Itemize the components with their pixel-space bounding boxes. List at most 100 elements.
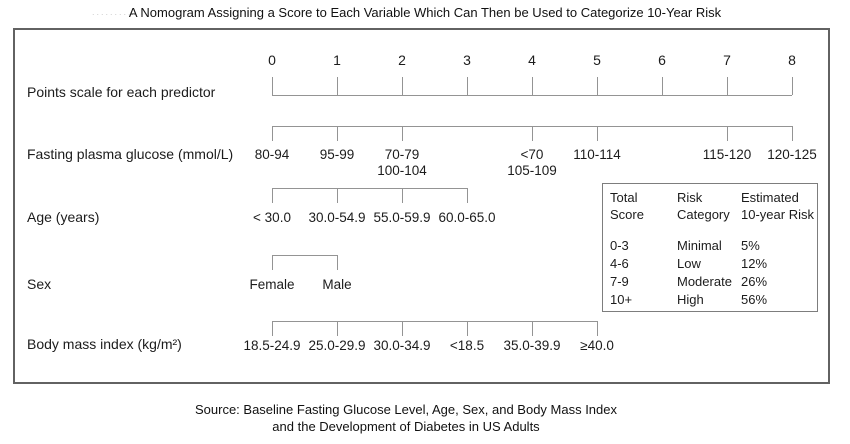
category-text: 35.0-39.9 — [503, 338, 561, 353]
category-text-2: 100-104 — [377, 163, 427, 178]
points-tick — [792, 77, 793, 95]
category-text: 60.0-65.0 — [438, 210, 496, 225]
predictor-bracket — [272, 255, 337, 256]
points-tick — [597, 77, 598, 95]
category-tick — [597, 126, 598, 141]
predictor-label: Sex — [27, 276, 52, 292]
risk-table-cell: 26% — [741, 274, 768, 289]
category-text: 120-125 — [767, 147, 817, 162]
category-label: 25.0-29.9 — [308, 338, 365, 354]
category-label: 115-120 — [703, 147, 752, 163]
category-tick — [272, 188, 273, 203]
risk-table-header-line: Total — [610, 190, 638, 205]
category-tick — [792, 126, 793, 141]
risk-table: Total Score Risk Category Estimated 10-year R… — [602, 183, 818, 312]
category-label: 55.0-59.9 — [373, 210, 430, 226]
risk-table-cell: 0-3 — [610, 238, 629, 253]
category-text: 25.0-29.9 — [308, 338, 366, 353]
category-label: Male — [322, 277, 351, 293]
predictor-bracket — [272, 188, 467, 189]
source-line-1: Source: Baseline Fasting Glucose Level, … — [194, 402, 618, 417]
category-label: 70-79 100-104 — [377, 147, 427, 179]
category-label: 18.5-24.9 — [243, 338, 300, 354]
category-tick — [727, 126, 728, 141]
points-tick — [532, 77, 533, 95]
category-tick — [337, 126, 338, 141]
category-tick — [337, 321, 338, 336]
category-label: 35.0-39.9 — [503, 338, 560, 354]
category-label: ≥40.0 — [580, 338, 614, 354]
category-text-2: 105-109 — [507, 163, 557, 178]
risk-table-cell: 10+ — [610, 292, 633, 307]
category-tick — [532, 321, 533, 336]
category-label: 110-114 — [573, 147, 621, 163]
category-text: 110-114 — [573, 147, 621, 162]
category-label: 80-94 — [255, 147, 290, 163]
figure-title: A Nomogram Assigning a Score to Each Var… — [128, 5, 722, 20]
predictor-bracket — [272, 321, 597, 322]
points-tick — [727, 77, 728, 95]
category-text: <70 — [520, 147, 544, 162]
category-label: <18.5 — [450, 338, 484, 354]
predictor-label: Body mass index (kg/m²) — [27, 336, 182, 352]
risk-table-cell: 7-9 — [610, 274, 629, 289]
risk-table-header-line: Category — [677, 207, 730, 222]
predictor-label: Age (years) — [27, 209, 100, 225]
category-label: 120-125 — [767, 147, 817, 163]
risk-table-cell: 5% — [741, 238, 760, 253]
risk-table-cell: 12% — [741, 256, 768, 271]
points-scale-axis — [272, 95, 792, 96]
risk-table-header-cell: Risk Category — [677, 189, 741, 223]
risk-table-cell: 4-6 — [610, 256, 629, 271]
category-text: ≥40.0 — [580, 338, 614, 353]
category-tick — [272, 126, 273, 141]
points-tick-label: 7 — [723, 52, 731, 68]
risk-table-header-line: Estimated — [741, 190, 799, 205]
category-label: 30.0-54.9 — [308, 210, 365, 226]
category-tick — [532, 126, 533, 141]
points-tick — [662, 77, 663, 95]
risk-table-cell: Low — [677, 256, 701, 271]
risk-table-cell: Minimal — [677, 238, 722, 253]
risk-table-spacer — [610, 223, 817, 237]
category-tick — [467, 321, 468, 336]
category-tick — [402, 321, 403, 336]
category-tick — [402, 188, 403, 203]
category-label: 30.0-34.9 — [373, 338, 430, 354]
points-tick-label: 3 — [463, 52, 471, 68]
category-text: <18.5 — [449, 338, 485, 353]
category-text: 30.0-34.9 — [373, 338, 431, 353]
points-tick — [402, 77, 403, 95]
source-citation: Source: Baseline Fasting Glucose Level, … — [0, 401, 812, 435]
source-line-2: and the Development of Diabetes in US Ad… — [272, 419, 540, 434]
category-label: Female — [249, 277, 294, 293]
category-text: Male — [322, 277, 352, 292]
category-text: < 30.0 — [253, 210, 291, 225]
category-label: <70 105-109 — [507, 147, 557, 179]
category-tick — [337, 188, 338, 203]
category-tick — [272, 321, 273, 336]
category-text: 115-120 — [702, 147, 752, 162]
faint-dots-artifact: .......... — [92, 7, 138, 17]
category-label: 95-99 — [320, 147, 355, 163]
points-tick-label: 2 — [398, 52, 406, 68]
points-tick-label: 4 — [528, 52, 536, 68]
category-text: 70-79 — [384, 147, 420, 162]
category-tick — [272, 255, 273, 270]
risk-table-header-cell: Total Score — [610, 189, 677, 223]
risk-table-cell: Moderate — [677, 274, 732, 289]
category-text: 95-99 — [319, 147, 355, 162]
points-tick-label: 8 — [788, 52, 796, 68]
risk-table-header-line: 10-year Risk — [741, 207, 814, 222]
points-tick — [337, 77, 338, 95]
category-label: 60.0-65.0 — [438, 210, 495, 226]
category-text: Female — [249, 277, 295, 292]
risk-table-header-line: Risk — [677, 190, 703, 205]
points-tick-label: 0 — [268, 52, 276, 68]
points-tick-label: 1 — [333, 52, 341, 68]
category-tick — [402, 126, 403, 141]
category-tick — [597, 321, 598, 336]
risk-table-cell: High — [677, 292, 704, 307]
points-scale-label: Points scale for each predictor — [27, 84, 216, 100]
